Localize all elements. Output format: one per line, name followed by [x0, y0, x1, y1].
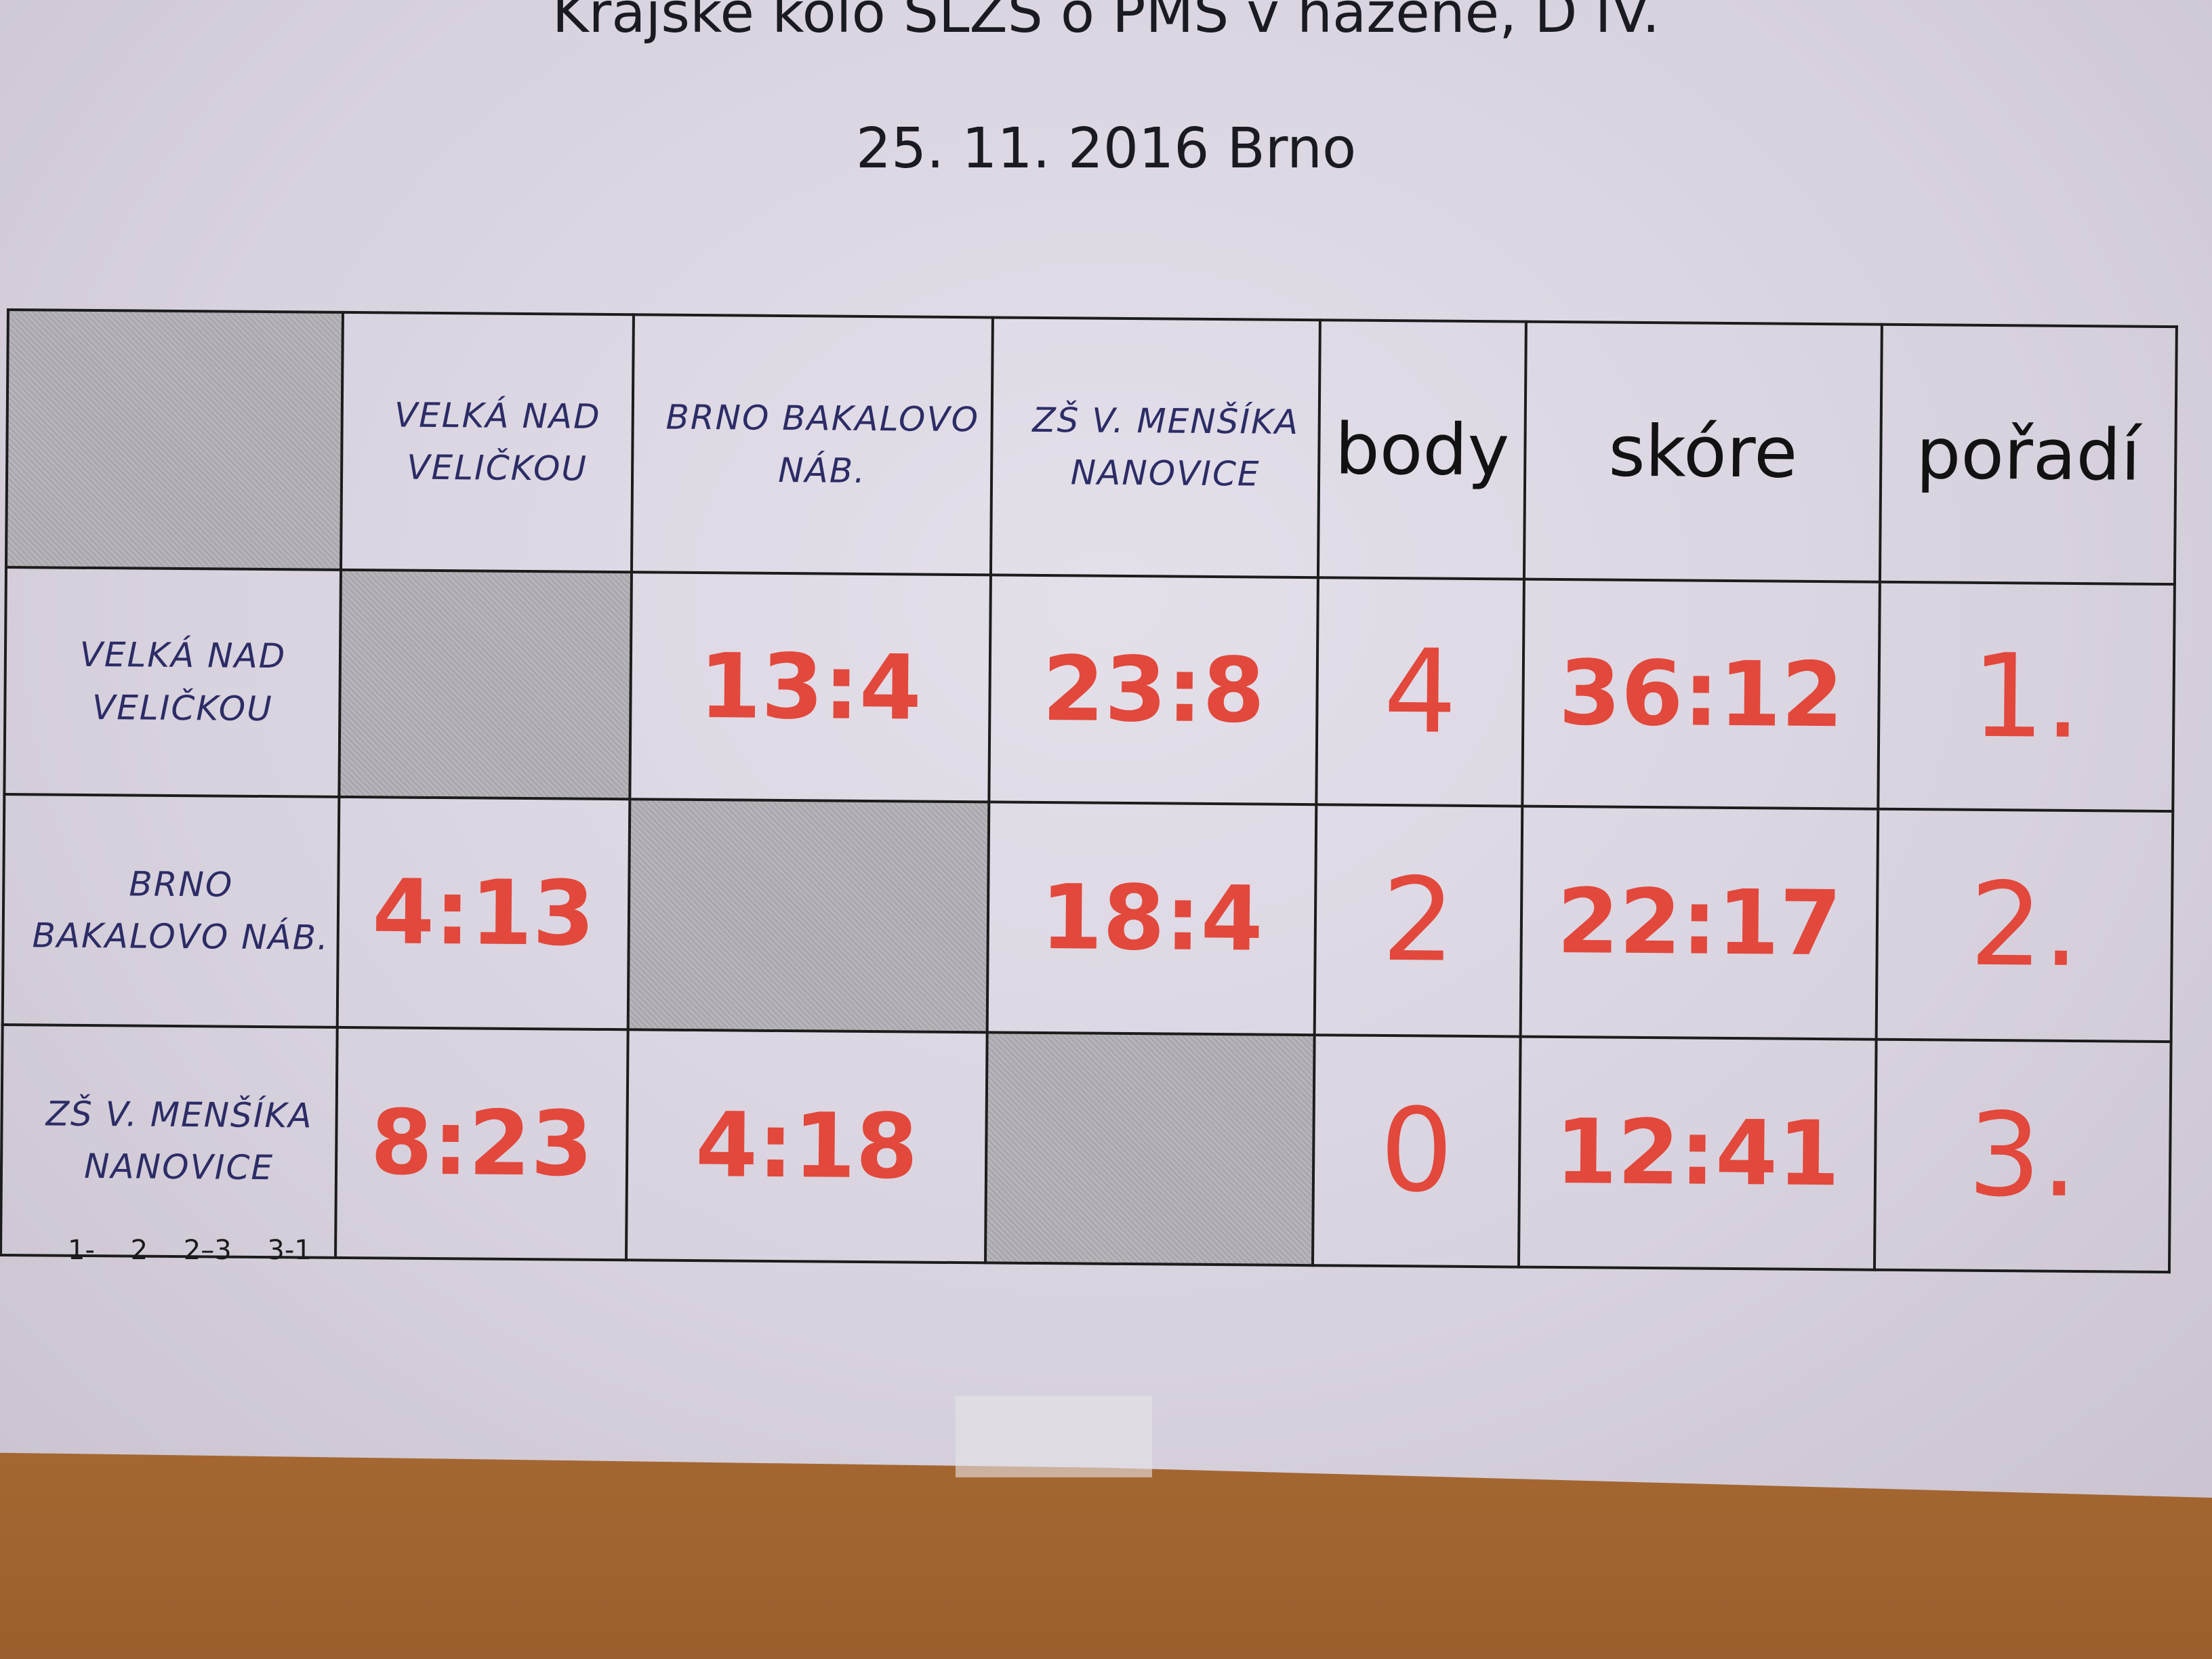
score-cell: 36:12: [1522, 579, 1880, 809]
result-cell: 4:13: [337, 796, 630, 1030]
self-match-cell: [339, 569, 632, 800]
rank-cell: 1.: [1878, 581, 2175, 812]
rank-cell: 2.: [1876, 808, 2173, 1042]
points-cell: 2: [1314, 804, 1523, 1037]
document-title: Krajske kolo SLZS o PMS v házené, D IV.: [552, 0, 1660, 45]
date-place: 25. 11. 2016 Brno: [855, 117, 1357, 181]
table-row: BRNO BAKALOVO NÁB. 4:13 18:4 2 22:17 2.: [2, 794, 2173, 1042]
corner-cell: [5, 310, 343, 570]
column-header-poradi: pořadí: [1879, 324, 2177, 585]
result-cell: 13:4: [630, 572, 991, 802]
column-header-skore: skóre: [1523, 321, 1882, 582]
results-table: VELKÁ NAD VELIČKOU BRNO BAKALOVO NÁB. ZŠ…: [0, 308, 2178, 1273]
score-cell: 12:41: [1518, 1036, 1877, 1270]
tape-strip: [956, 1396, 1152, 1477]
rank-cell: 3.: [1874, 1039, 2171, 1273]
column-header-body: body: [1317, 320, 1526, 579]
match-order: 1- 2 2–3 3-1: [68, 1235, 312, 1266]
header-row: VELKÁ NAD VELIČKOU BRNO BAKALOVO NÁB. ZŠ…: [5, 310, 2177, 585]
result-cell: 18:4: [987, 802, 1317, 1036]
column-header-team-3: ZŠ V. MENŠÍKA NANOVICE: [990, 317, 1320, 578]
row-team-name: VELKÁ NAD VELIČKOU: [4, 567, 341, 797]
result-cell: 4:18: [626, 1029, 987, 1263]
points-cell: 0: [1312, 1035, 1521, 1267]
score-cell: 22:17: [1520, 806, 1879, 1040]
row-team-name: ZŠ V. MENŠÍKA NANOVICE: [1, 1024, 337, 1258]
self-match-cell: [985, 1032, 1315, 1266]
table-row: ZŠ V. MENŠÍKA NANOVICE 8:23 4:18 0 12:41…: [1, 1024, 2171, 1273]
self-match-cell: [628, 799, 989, 1033]
column-header-team-2: BRNO BAKALOVO NÁB.: [631, 314, 993, 575]
result-cell: 23:8: [989, 575, 1318, 805]
column-header-team-1: VELKÁ NAD VELIČKOU: [340, 312, 634, 573]
table-row: VELKÁ NAD VELIČKOU 13:4 23:8 4 36:12 1.: [4, 567, 2175, 812]
row-team-name: BRNO BAKALOVO NÁB.: [2, 794, 340, 1027]
points-cell: 4: [1316, 577, 1524, 806]
result-cell: 8:23: [335, 1027, 628, 1261]
